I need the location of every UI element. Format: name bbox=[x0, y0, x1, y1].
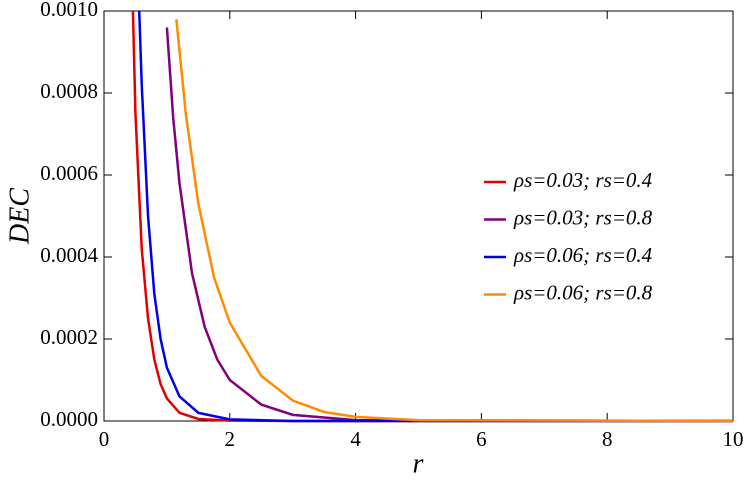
y-tick-label: 0.0010 bbox=[40, 0, 98, 21]
legend-label: ρs=0.06; rs=0.4 bbox=[513, 243, 653, 267]
legend-label: ρs=0.03; rs=0.4 bbox=[513, 168, 653, 192]
y-tick-label: 0.0004 bbox=[40, 243, 98, 267]
x-axis-label: r bbox=[413, 448, 424, 479]
legend-label: ρs=0.06; rs=0.8 bbox=[513, 280, 653, 304]
x-tick-label: 6 bbox=[476, 427, 487, 451]
y-tick-label: 0.0000 bbox=[40, 407, 98, 431]
x-tick-label: 10 bbox=[723, 427, 744, 451]
y-axis-label: DEC bbox=[4, 188, 35, 245]
x-tick-label: 0 bbox=[99, 427, 110, 451]
y-tick-label: 0.0002 bbox=[40, 325, 98, 349]
y-tick-label: 0.0006 bbox=[40, 161, 98, 185]
legend-label: ρs=0.03; rs=0.8 bbox=[513, 205, 653, 229]
x-tick-label: 2 bbox=[225, 427, 236, 451]
x-tick-label: 4 bbox=[350, 427, 361, 451]
line bbox=[165, 27, 734, 423]
line bbox=[137, 10, 733, 423]
line bbox=[175, 19, 734, 423]
y-tick-label: 0.0008 bbox=[40, 79, 98, 103]
x-tick-label: 8 bbox=[602, 427, 613, 451]
